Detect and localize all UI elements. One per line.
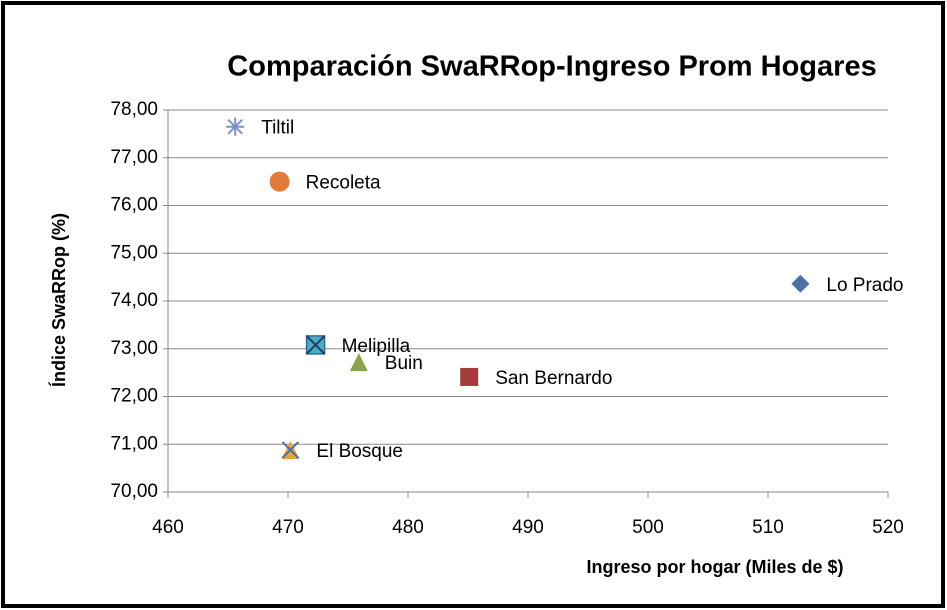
x-tick-label: 480 bbox=[392, 517, 424, 538]
point bbox=[269, 171, 290, 192]
marker-shape bbox=[269, 171, 290, 192]
point bbox=[305, 335, 326, 355]
y-tick-label: 74,00 bbox=[110, 290, 158, 311]
point-label: Lo Prado bbox=[826, 275, 903, 296]
marker-shape bbox=[281, 441, 300, 459]
marker-shape bbox=[791, 274, 810, 293]
point bbox=[281, 440, 300, 459]
marker-shape bbox=[226, 117, 245, 136]
marker-shape bbox=[305, 335, 326, 355]
y-tick-label: 72,00 bbox=[110, 386, 158, 407]
x-tick-label: 500 bbox=[632, 517, 664, 538]
y-axis-label: Índice SwaRRop (%) bbox=[48, 213, 69, 387]
marker-shape bbox=[460, 367, 479, 386]
point bbox=[460, 367, 479, 386]
y-tick-label: 75,00 bbox=[110, 242, 158, 263]
point bbox=[791, 274, 810, 293]
x-tick-label: 490 bbox=[512, 517, 544, 538]
x-axis-label: Ingreso por hogar (Miles de $) bbox=[586, 557, 843, 577]
y-tick-label: 71,00 bbox=[110, 433, 158, 454]
x-tick-label: 520 bbox=[872, 517, 904, 538]
x-tick-label: 460 bbox=[152, 517, 184, 538]
point bbox=[349, 353, 368, 372]
point-label: Recoleta bbox=[306, 173, 381, 194]
point-label: El Bosque bbox=[316, 441, 403, 462]
y-tick-label: 77,00 bbox=[110, 147, 158, 168]
marker-shape bbox=[349, 353, 368, 372]
point-label: Tiltil bbox=[261, 118, 294, 139]
x-tick-label: 510 bbox=[752, 517, 784, 538]
y-tick-label: 73,00 bbox=[110, 338, 158, 359]
x-tick-label: 470 bbox=[272, 517, 304, 538]
y-tick-label: 78,00 bbox=[110, 99, 158, 120]
point-label: Buin bbox=[385, 353, 423, 374]
y-tick-label: 76,00 bbox=[110, 195, 158, 216]
y-tick-label: 70,00 bbox=[110, 481, 158, 502]
point bbox=[226, 117, 245, 136]
point-label: Melipilla bbox=[342, 336, 411, 357]
point-label: San Bernardo bbox=[495, 368, 612, 389]
chart-title: Comparación SwaRRop-Ingreso Prom Hogares bbox=[227, 51, 876, 83]
